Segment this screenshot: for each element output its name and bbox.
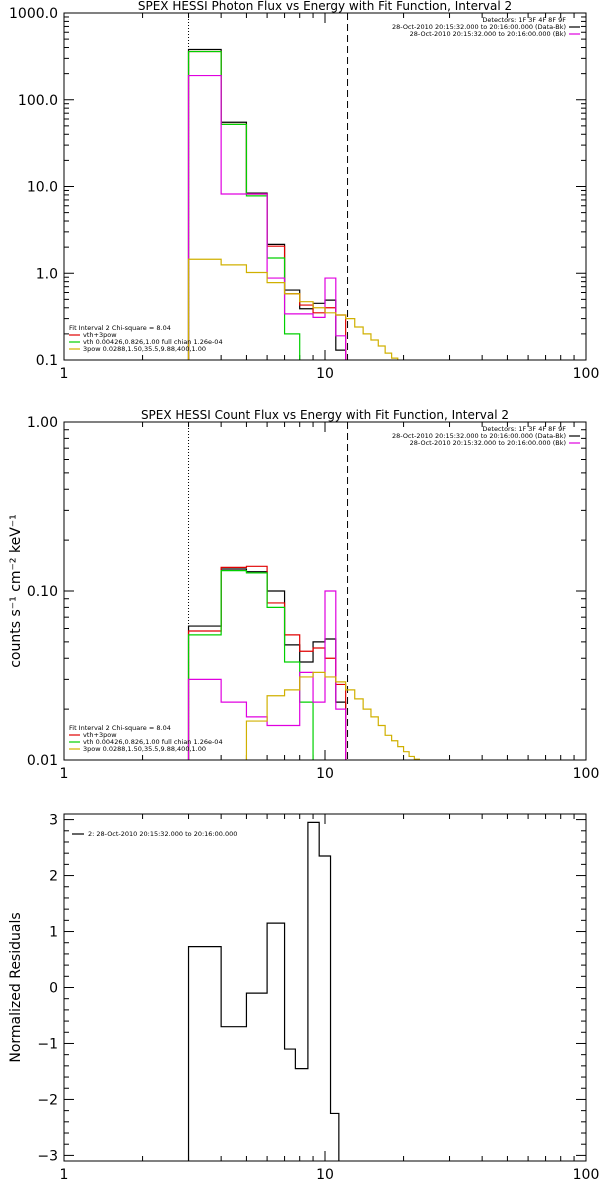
series-line-4 bbox=[187, 590, 347, 760]
y-tick-label: 3 bbox=[49, 813, 58, 829]
y-tick-label: 1 bbox=[49, 925, 58, 941]
y-tick-label: 2 bbox=[49, 869, 58, 885]
chart-panel-1: SPEX HESSI Photon Flux vs Energy with Fi… bbox=[9, 0, 600, 382]
x-tick-label: 10 bbox=[316, 766, 334, 782]
x-tick-label: 10 bbox=[316, 366, 334, 382]
legend-entry: 3pow 0.0288,1.50,35.5,9.88,400,1.00 bbox=[83, 745, 206, 753]
legend-entry: vth 0.00426,0.826,1.00 full chian 1.26e-… bbox=[83, 338, 223, 346]
y-axis-label: Normalized Residuals bbox=[8, 912, 24, 1062]
y-tick-label: 1000.0 bbox=[9, 6, 58, 22]
legend-entry: vth 0.00426,0.826,1.00 full chian 1.26e-… bbox=[83, 738, 223, 746]
legend-entry: vth+3pow bbox=[83, 331, 117, 339]
y-tick-label: 100.0 bbox=[18, 93, 58, 109]
header-annotation: 28-Oct-2010 20:15:32.000 to 20:16:00.000… bbox=[392, 432, 566, 440]
series-line-3 bbox=[187, 570, 314, 760]
x-tick-label: 100 bbox=[573, 366, 600, 382]
y-tick-label: 10.0 bbox=[27, 180, 58, 196]
y-tick-label: 0.1 bbox=[36, 353, 58, 369]
legend-entry: Fit Interval 2 Chi-square = 8.04 bbox=[69, 324, 171, 332]
plot-frame bbox=[63, 421, 587, 761]
y-tick-label: 1.0 bbox=[36, 266, 58, 282]
x-tick-label: 1 bbox=[60, 766, 69, 782]
y-tick-label: −2 bbox=[37, 1092, 58, 1108]
x-tick-label: 10 bbox=[316, 1167, 334, 1183]
legend-entry: vth+3pow bbox=[83, 731, 117, 739]
legend-entry: Fit Interval 2 Chi-square = 8.04 bbox=[69, 724, 171, 732]
y-axis-label: counts s⁻¹ cm⁻² keV⁻¹ bbox=[8, 514, 24, 668]
chart-title: SPEX HESSI Count Flux vs Energy with Fit… bbox=[141, 408, 509, 422]
chart-title: SPEX HESSI Photon Flux vs Energy with Fi… bbox=[138, 0, 512, 13]
header-annotation: 28-Oct-2010 20:15:32.000 to 20:16:00.000… bbox=[410, 439, 566, 447]
series-line-1 bbox=[187, 48, 347, 360]
header-annotation: Detectors: 1F 3F 4F 8F 9F bbox=[482, 16, 566, 24]
y-tick-label: 0 bbox=[49, 981, 58, 997]
series-line-5 bbox=[187, 258, 399, 360]
legend-entry: 2: 28-Oct-2010 20:15:32.000 to 20:16:00.… bbox=[88, 830, 237, 838]
y-tick-label: 1.00 bbox=[27, 415, 58, 431]
plot-frame bbox=[63, 12, 587, 361]
x-tick-label: 1 bbox=[60, 366, 69, 382]
y-tick-label: 0.01 bbox=[27, 753, 58, 769]
y-tick-label: 0.10 bbox=[27, 584, 58, 600]
series-line-4 bbox=[187, 74, 347, 360]
x-tick-label: 1 bbox=[60, 1167, 69, 1183]
y-tick-label: −1 bbox=[37, 1036, 58, 1052]
series-line-1 bbox=[187, 821, 340, 1161]
legend-entry: 3pow 0.0288,1.50,35.5,9.88,400,1.00 bbox=[83, 345, 206, 353]
series-line-3 bbox=[187, 50, 301, 360]
chart-panel-3: Normalized Residuals 1 10 100 −3 −2 −1 0 1 2 3 2: 2… bbox=[8, 813, 600, 1183]
series-line-2 bbox=[187, 565, 347, 760]
y-tick-label: −3 bbox=[37, 1148, 58, 1164]
header-annotation: 28-Oct-2010 20:15:32.000 to 20:16:00.000… bbox=[392, 23, 566, 31]
series-line-5 bbox=[245, 671, 421, 760]
plot-frame bbox=[63, 813, 587, 1162]
x-tick-label: 100 bbox=[573, 766, 600, 782]
x-tick-label: 100 bbox=[573, 1167, 600, 1183]
header-annotation: Detectors: 1F 3F 4F 8F 9F bbox=[482, 425, 566, 433]
header-annotation: 28-Oct-2010 20:15:32.000 to 20:16:00.000… bbox=[410, 30, 566, 38]
chart-panel-2: SPEX HESSI Count Flux vs Energy with Fit… bbox=[8, 408, 600, 782]
